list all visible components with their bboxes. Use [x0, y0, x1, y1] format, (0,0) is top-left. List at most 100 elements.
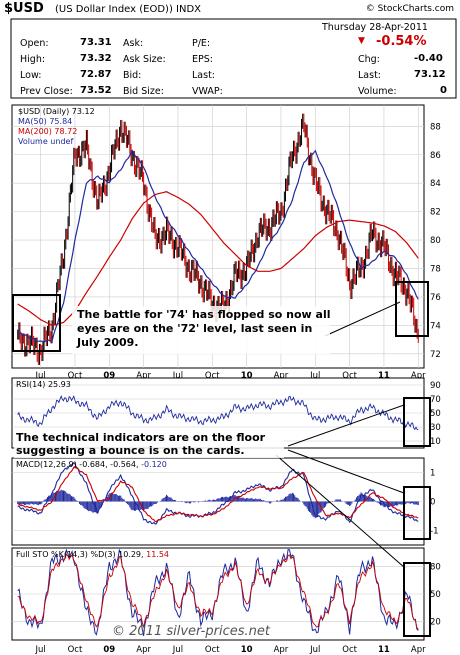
low-value: 72.87 [80, 69, 112, 80]
y-tick-label: 86 [430, 151, 441, 161]
y-tick-label: -1 [430, 527, 438, 537]
chg-value: -0.40 [414, 53, 443, 64]
last-price-value: 73.12 [414, 69, 446, 80]
x-tick-label: 11 [378, 371, 390, 381]
sto-x-tick-label: Jul [309, 645, 320, 655]
x-tick-label: Jul [172, 371, 183, 381]
x-tick-label: Oct [342, 371, 357, 381]
highlight-box-rsi [403, 397, 431, 447]
x-tick-label: Jul [309, 371, 320, 381]
y-tick-label: 50 [430, 590, 441, 600]
x-tick-label: Oct [205, 371, 220, 381]
quote-box-frame [10, 18, 457, 99]
open-value: 73.31 [80, 37, 112, 48]
chg-label: Chg: [358, 54, 380, 65]
y-tick-label: 84 [430, 179, 441, 189]
x-tick-label: Apr [411, 371, 426, 381]
sto-legend: Full STO %K(14,3) %D(3) 10.29, 11.54 [16, 550, 169, 559]
sto-d-value: 11.54 [146, 550, 169, 559]
down-arrow-icon: ▼ [358, 36, 365, 46]
price-note-line: July 2009. [76, 336, 139, 349]
bid-label: Bid: [123, 70, 142, 81]
sto-pane: 20 50 80 Full STO %K(14,3) %D(3) 10.29, 11.… [11, 547, 441, 655]
pe-label: P/E: [192, 38, 211, 49]
pointer-line-sto [275, 454, 406, 569]
ask-label: Ask: [123, 38, 144, 49]
price-legend-entry: $USD (Daily) 73.12 [18, 107, 95, 116]
sto-x-tick-label: Apr [136, 645, 151, 655]
ma50-line [17, 149, 419, 343]
ask-size-label: Ask Size: [123, 54, 166, 65]
y-tick-label: 50 [430, 409, 441, 419]
index-name: (US Dollar Index (EOD)) [55, 4, 173, 15]
macd-hist-value: -0.120 [141, 460, 167, 469]
y-tick-label: 70 [430, 395, 441, 405]
ma200-line [17, 191, 419, 327]
macd-signal-line [17, 465, 419, 523]
highlight-box-sto [403, 562, 431, 637]
last-price-label: Last: [358, 70, 381, 81]
eps-label: EPS: [192, 54, 213, 65]
rsi-legend: RSI(14) 25.93 [16, 380, 71, 389]
sto-x-tick-label: Oct [68, 645, 83, 655]
macd-legend: MACD(12,26,9) -0.684, -0.564, -0.120 [16, 460, 167, 469]
vwap-label: VWAP: [192, 86, 223, 97]
exchange-label: INDX [176, 4, 202, 15]
price-note-line: eyes are on the '72' level, last seen in [77, 322, 312, 335]
prev-close-value: 73.52 [80, 85, 112, 96]
sto-d-line [17, 553, 419, 630]
y-tick-label: 90 [430, 381, 441, 391]
last-label: Last: [192, 70, 215, 81]
open-label: Open: [20, 38, 49, 49]
x-tick-label: 10 [241, 371, 253, 381]
symbol-name: (US Dollar Index (EOD)) INDX [55, 4, 201, 15]
sto-x-tick-label: Jul [34, 645, 45, 655]
indicator-note-line: The technical indicators are on the floo… [16, 431, 266, 444]
annotation-layer: The battle for '74' has flopped so now a… [12, 281, 431, 639]
volume-label: Volume: [358, 86, 397, 97]
pointer-line-macd [287, 449, 405, 494]
pointer-line-price [324, 301, 401, 337]
sto-x-tick-label: 09 [103, 645, 115, 655]
y-tick-label: 1 [430, 469, 435, 479]
high-label: High: [20, 54, 46, 65]
high-value: 73.32 [80, 53, 112, 64]
x-tick-label: Apr [136, 371, 151, 381]
y-tick-label: 80 [430, 562, 441, 572]
highlight-box-jul09 [12, 294, 61, 352]
price-legend-entry: MA(200) 78.72 [18, 127, 77, 136]
pointer-line-rsi [287, 404, 405, 447]
indicator-note-line: suggesting a bounce is on the cards. [16, 444, 245, 457]
sto-x-tick-label: 10 [241, 645, 253, 655]
y-tick-label: 88 [430, 122, 441, 132]
brand-label: © StockCharts.com [365, 4, 454, 14]
x-tick-label: 09 [103, 371, 115, 381]
price-legend-entry: MA(50) 75.84 [18, 117, 72, 126]
y-tick-label: 76 [430, 293, 441, 303]
symbol-title: $USD [4, 1, 44, 16]
price-legend-entry: Volume undef [18, 137, 73, 146]
y-tick-label: 30 [430, 423, 441, 433]
x-tick-label: Apr [274, 371, 289, 381]
macd-line [17, 461, 419, 525]
sto-x-tick-label: Jul [172, 645, 183, 655]
y-tick-label: 0 [430, 498, 435, 508]
low-label: Low: [20, 70, 42, 81]
highlight-box-macd [403, 486, 431, 540]
y-tick-label: 72 [430, 350, 441, 360]
sto-x-tick-label: Apr [411, 645, 426, 655]
macd-pane: -1 0 1 MACD(12,26,9) -0.684, -0.564, -0.120 [11, 457, 438, 546]
price-note-bg [72, 306, 330, 354]
price-note-line: The battle for '74' has flopped so now a… [77, 308, 331, 321]
copyright-watermark: © 2011 silver-prices.net [112, 624, 271, 639]
bid-size-label: Bid Size: [123, 86, 164, 97]
y-tick-label: 10 [430, 437, 441, 447]
quote-date: Thursday 28-Apr-2011 [322, 22, 428, 33]
percent-change: -0.54% [376, 34, 427, 49]
rsi-line [17, 394, 419, 431]
x-tick-label: Jul [34, 371, 45, 381]
y-tick-label: 20 [430, 618, 441, 628]
sto-x-tick-label: 11 [378, 645, 390, 655]
